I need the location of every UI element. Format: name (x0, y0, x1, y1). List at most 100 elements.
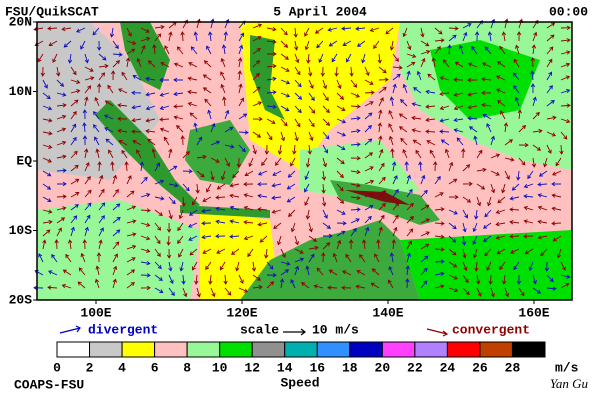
wind-arrow (439, 91, 450, 97)
wind-arrow (84, 189, 92, 198)
wind-arrow (76, 27, 86, 33)
wind-arrow (322, 222, 331, 229)
wind-arrow (147, 60, 156, 68)
wind-arrow (378, 214, 385, 224)
wind-arrow (462, 23, 472, 29)
wind-arrow (512, 72, 520, 81)
wind-arrow (504, 287, 510, 298)
convergent-arrow (426, 328, 449, 337)
wind-arrow (196, 170, 205, 178)
colorbar-cell (186, 341, 221, 358)
wind-arrow (140, 248, 151, 253)
wind-arrow (490, 153, 501, 159)
wind-arrow (70, 136, 77, 146)
wind-arrow (243, 193, 254, 198)
colorbar-tick: 4 (118, 360, 126, 375)
wind-arrow (434, 207, 445, 212)
wind-arrow (462, 261, 468, 272)
wind-arrow (448, 222, 457, 230)
wind-arrow (499, 45, 506, 55)
colorbar-cell (56, 341, 91, 358)
wind-arrow (219, 261, 226, 271)
wind-arrow (405, 265, 410, 276)
wind-arrow (364, 166, 374, 172)
wind-arrow (190, 46, 198, 55)
wind-arrow (168, 31, 173, 42)
wind-arrow (98, 215, 105, 224)
divergent-arrow (59, 325, 81, 334)
colorbar-cell (251, 341, 286, 358)
wind-arrow (392, 83, 397, 94)
wind-arrow (56, 103, 67, 108)
wind-arrow (109, 27, 115, 38)
wind-arrow (503, 122, 509, 133)
wind-arrow (411, 115, 422, 121)
wind-arrow (67, 53, 73, 64)
wind-arrow (231, 248, 240, 255)
wind-arrow (392, 53, 399, 62)
wind-arrow (400, 99, 408, 107)
wind-arrow (266, 64, 277, 69)
wind-arrow (434, 175, 441, 185)
wind-arrow (252, 60, 261, 68)
wind-arrow (56, 114, 67, 120)
wind-arrow (126, 205, 137, 211)
wind-arrow (378, 66, 387, 74)
wind-arrow (201, 221, 212, 226)
wind-arrow (392, 73, 401, 81)
wind-arrow (154, 196, 165, 201)
wind-arrow (136, 149, 142, 159)
wind-arrow (196, 287, 201, 298)
wind-arrow (371, 268, 380, 276)
wind-arrow (370, 282, 380, 289)
wind-arrow (321, 183, 326, 194)
wind-arrow (210, 140, 221, 146)
wind-arrow (336, 144, 346, 151)
wind-arrow (154, 222, 162, 231)
wind-arrow (388, 109, 394, 120)
wind-arrow (112, 174, 118, 185)
wind-arrow (364, 152, 374, 159)
wind-arrow (462, 287, 470, 296)
wind-arrow (279, 278, 285, 289)
wind-arrow (537, 193, 548, 198)
wind-arrow (516, 274, 522, 285)
wind-arrow (232, 170, 240, 179)
lat-label: 20N (9, 14, 32, 29)
lat-label: EQ (16, 153, 32, 168)
wind-arrow (543, 157, 548, 168)
wind-arrow (517, 109, 522, 120)
wind-arrow (458, 44, 464, 55)
wind-arrow (433, 161, 438, 172)
wind-arrow (280, 105, 290, 112)
wind-arrow (551, 193, 562, 198)
wind-arrow (56, 79, 65, 87)
wind-arrow (476, 167, 487, 173)
wind-arrow (495, 88, 506, 94)
colorbar-cell (381, 341, 416, 358)
wind-arrow (154, 24, 165, 30)
wind-arrow (537, 205, 548, 211)
wind-arrow (280, 131, 286, 142)
wind-arrow (42, 118, 53, 123)
wind-arrow (378, 202, 386, 211)
lat-label: 10S (9, 223, 33, 238)
wind-arrow (223, 31, 228, 42)
wind-arrow (94, 136, 100, 146)
wind-arrow (523, 194, 534, 199)
wind-arrow (509, 196, 520, 201)
wind-arrow (52, 53, 58, 63)
wind-arrow (42, 229, 51, 237)
wind-arrow (95, 265, 100, 276)
wind-arrow (406, 40, 412, 51)
wind-arrow (341, 285, 352, 290)
wind-arrow (266, 118, 276, 124)
wind-arrow (132, 75, 142, 81)
colorbar-tick: 28 (505, 360, 521, 375)
wind-arrow (490, 135, 496, 146)
wind-arrow (490, 287, 495, 298)
wind-arrow (532, 128, 543, 134)
wind-arrow (510, 248, 520, 254)
wind-arrow (516, 31, 522, 42)
wind-arrow (301, 282, 310, 289)
